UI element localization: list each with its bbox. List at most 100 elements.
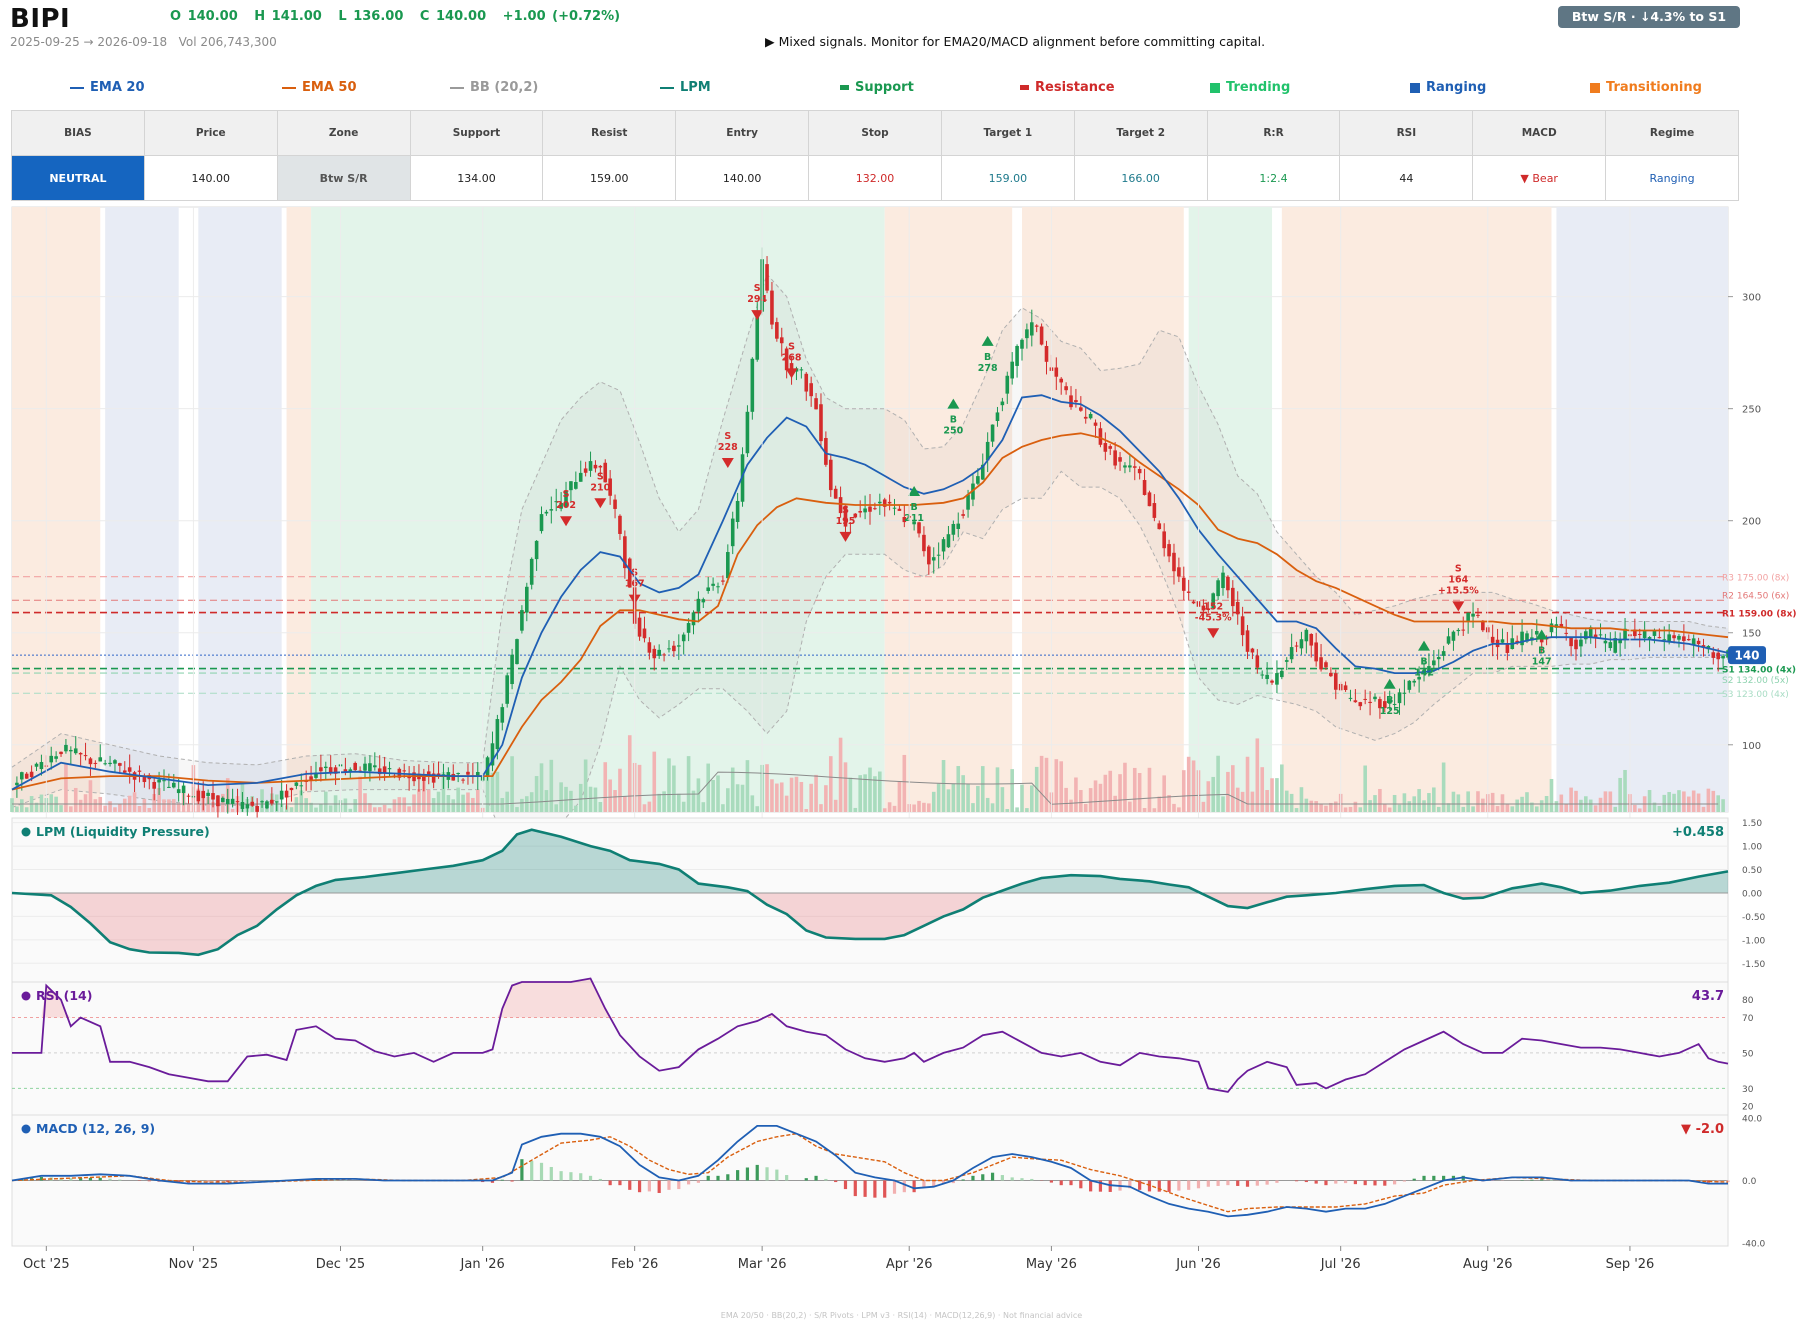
- macd-histogram-bar: [1236, 1180, 1240, 1186]
- volume-bar: [1348, 806, 1353, 812]
- volume-bar: [1270, 778, 1274, 812]
- volume-bar: [873, 776, 877, 812]
- legend-item-lpm: LPM: [660, 80, 711, 95]
- volume-bar: [1510, 806, 1515, 812]
- volume-bar: [171, 799, 176, 812]
- candle-body: [1005, 375, 1010, 394]
- lpm-tick-label: -1.00: [1742, 936, 1766, 946]
- volume-bar: [637, 764, 642, 812]
- volume-bar: [1613, 806, 1618, 812]
- macd-histogram-bar: [775, 1169, 779, 1181]
- macd-histogram-bar: [1059, 1180, 1063, 1186]
- volume-bar: [1005, 808, 1010, 812]
- sell-signal-label: S: [724, 431, 731, 442]
- volume-bar: [353, 799, 357, 812]
- candle-body: [20, 772, 24, 780]
- candle-body: [564, 490, 568, 507]
- volume-bar: [1407, 801, 1412, 812]
- legend-label: EMA 20: [90, 80, 145, 95]
- legend-swatch: [1590, 82, 1600, 93]
- candle-body: [1260, 674, 1265, 676]
- volume-bar: [1392, 794, 1397, 812]
- lpm-panel: 1.50 1.00 0.50 0.00 -0.50 -1.00 -1.50 LPM (Liqu…: [11, 817, 1766, 983]
- volume-bar: [902, 754, 907, 812]
- macd-histogram-bar: [1226, 1180, 1230, 1186]
- macd-histogram-bar: [608, 1180, 612, 1186]
- ema50-line: [11, 432, 1729, 791]
- candle-body: [274, 801, 279, 803]
- volume-bar: [740, 784, 745, 812]
- volume-bar: [230, 808, 235, 812]
- buy-signal-label: 250: [943, 426, 963, 437]
- volume-bar: [1147, 767, 1152, 812]
- candle-body: [54, 756, 58, 759]
- macd-histogram-bar: [1196, 1180, 1201, 1189]
- candle-body: [206, 792, 210, 796]
- candle-body: [1672, 635, 1676, 639]
- candle-body: [1505, 643, 1510, 653]
- y-tick-label: 100: [1742, 741, 1761, 752]
- volume-bar: [1299, 787, 1304, 812]
- volume-bar: [1059, 761, 1064, 812]
- lpm-tick-label: -1.50: [1742, 960, 1766, 970]
- candle-body: [549, 509, 554, 511]
- volume-bar: [475, 789, 480, 812]
- volume-bar: [1534, 806, 1539, 812]
- macd-histogram-bar: [1187, 1180, 1191, 1190]
- volume-bar: [490, 772, 495, 812]
- candle-body: [323, 766, 328, 769]
- candle-body: [1059, 378, 1064, 383]
- macd-histogram-bar: [1010, 1177, 1014, 1181]
- candle-body: [1378, 699, 1382, 709]
- candle-body: [691, 612, 696, 626]
- candle-body: [1647, 637, 1652, 639]
- candle-body: [1603, 640, 1608, 644]
- candle-body: [637, 617, 642, 637]
- candle-body: [1343, 685, 1348, 690]
- volume-bar: [1608, 791, 1613, 812]
- volume-bar: [1280, 764, 1284, 812]
- x-tick-label: Dec '25: [316, 1257, 365, 1272]
- candle-body: [779, 337, 784, 344]
- candle-body: [701, 599, 706, 603]
- candle-body: [848, 522, 853, 524]
- volume-bar: [1539, 800, 1544, 812]
- candle-body: [980, 464, 985, 480]
- value-cell-price: 140.00: [143, 155, 278, 201]
- candle-body: [1270, 680, 1274, 683]
- candle-body: [1618, 639, 1622, 644]
- macd-histogram-bar: [1245, 1180, 1250, 1187]
- volume-bar: [1250, 791, 1255, 812]
- volume-bar: [858, 775, 862, 812]
- volume-bar: [461, 794, 465, 812]
- candle-body: [1397, 692, 1402, 704]
- candle-body: [368, 763, 372, 772]
- volume-bar: [623, 796, 627, 812]
- volume-bar: [1152, 808, 1157, 812]
- y-tick-label: 300: [1742, 293, 1761, 304]
- volume-bar: [1652, 802, 1657, 812]
- candle-body: [29, 771, 34, 778]
- volume-bar: [1034, 766, 1039, 812]
- candle-body: [1368, 701, 1372, 704]
- regime-band-ranging: [105, 207, 179, 812]
- volume-bar: [1167, 795, 1171, 812]
- candle-body: [431, 773, 436, 783]
- candle-body: [186, 795, 191, 797]
- volume-bar: [686, 756, 691, 812]
- lpm-tick-label: 0.00: [1742, 889, 1762, 899]
- volume-bar: [603, 762, 608, 812]
- macd-histogram-bar: [1128, 1180, 1132, 1189]
- candle-body: [1348, 697, 1353, 699]
- candle-body: [343, 769, 348, 772]
- header-cell-resist: Resist: [542, 110, 677, 156]
- candle-body: [554, 501, 559, 503]
- candle-body: [510, 654, 514, 685]
- candle-body: [613, 499, 617, 509]
- volume-bar: [49, 794, 54, 812]
- regime-band-trending: [311, 207, 885, 812]
- macd-histogram-bar: [736, 1170, 740, 1181]
- candle-body: [157, 779, 161, 783]
- candle-body: [1549, 623, 1554, 633]
- macd-histogram-bar: [755, 1164, 759, 1181]
